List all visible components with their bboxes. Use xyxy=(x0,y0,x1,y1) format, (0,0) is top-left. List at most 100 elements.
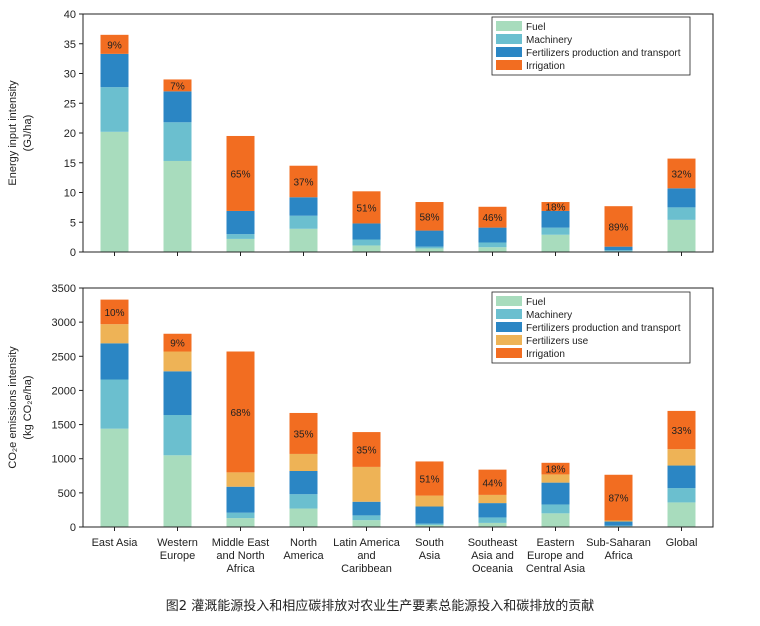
bar-fertilizers-production-and-transport-western-europe xyxy=(163,371,192,416)
legend-swatch-machinery xyxy=(496,309,522,319)
share-label-north-america: 35% xyxy=(293,429,313,440)
bar-fuel-eastern-europe-and-central-asia xyxy=(541,234,570,252)
bar-machinery-south-asia xyxy=(415,523,444,525)
category-label: Southeast xyxy=(468,537,518,549)
bar-fertilizers-production-and-transport-latin-america-and-caribbean xyxy=(352,223,381,240)
category-label: Central Asia xyxy=(526,563,586,575)
bar-fuel-north-america xyxy=(289,228,318,252)
bar-irrigation-eastern-europe-and-central-asia xyxy=(541,462,570,475)
bar-irrigation-southeast-asia-and-oceania xyxy=(478,206,507,228)
y-axis-label: Energy input intensity xyxy=(7,80,19,186)
category-label: Sub-Saharan xyxy=(586,537,651,549)
category-label: Latin America xyxy=(333,537,401,549)
bar-machinery-south-asia xyxy=(415,246,444,249)
bar-fertilizers-use-southeast-asia-and-oceania xyxy=(478,494,507,504)
bar-machinery-north-america xyxy=(289,215,318,229)
bar-fertilizers-use-sub-saharan-africa xyxy=(604,520,633,522)
legend-swatch-fuel xyxy=(496,296,522,306)
category-label: North xyxy=(290,537,317,549)
bar-machinery-middle-east-and-north-africa xyxy=(226,234,255,239)
category-label: Africa xyxy=(226,563,255,575)
share-label-south-asia: 58% xyxy=(419,212,439,223)
bar-fertilizers-production-and-transport-southeast-asia-and-oceania xyxy=(478,503,507,518)
legend-label-machinery: Machinery xyxy=(526,310,572,321)
category-label: Europe and xyxy=(527,550,584,562)
category-label: Africa xyxy=(604,550,633,562)
share-label-east-asia: 10% xyxy=(104,308,124,319)
category-label: South xyxy=(415,537,444,549)
y-tick-label: 5 xyxy=(70,217,76,229)
share-label-east-asia: 9% xyxy=(107,40,122,51)
bar-machinery-middle-east-and-north-africa xyxy=(226,512,255,519)
bar-fuel-latin-america-and-caribbean xyxy=(352,520,381,527)
y-tick-label: 2500 xyxy=(52,351,76,363)
y-tick-label: 15 xyxy=(64,158,76,170)
bar-machinery-eastern-europe-and-central-asia xyxy=(541,227,570,235)
y-tick-label: 0 xyxy=(70,247,76,259)
y-axis-label: CO₂e emissions intensity xyxy=(7,346,19,469)
share-label-middle-east-and-north-africa: 65% xyxy=(230,169,250,180)
legend-label-fertilizers-production-and-transport: Fertilizers production and transport xyxy=(526,48,681,59)
category-label: East Asia xyxy=(92,537,139,549)
share-label-latin-america-and-caribbean: 35% xyxy=(356,445,376,456)
y-tick-label: 30 xyxy=(64,69,76,81)
bar-fertilizers-use-eastern-europe-and-central-asia xyxy=(541,474,570,483)
bar-fertilizers-production-and-transport-eastern-europe-and-central-asia xyxy=(541,210,570,228)
legend-label-irrigation: Irrigation xyxy=(526,349,565,360)
bar-fertilizers-production-and-transport-sub-saharan-africa xyxy=(604,246,633,251)
bar-fertilizers-use-global xyxy=(667,449,696,466)
y-tick-label: 35 xyxy=(64,39,76,51)
y-tick-label: 1500 xyxy=(52,420,76,432)
bar-irrigation-east-asia xyxy=(100,299,129,325)
bar-fertilizers-use-middle-east-and-north-africa xyxy=(226,472,255,487)
category-label: Western xyxy=(157,537,198,549)
share-label-southeast-asia-and-oceania: 44% xyxy=(482,478,502,489)
bar-machinery-sub-saharan-africa xyxy=(604,525,633,527)
bar-irrigation-western-europe xyxy=(163,333,192,352)
plot-frame xyxy=(82,13,714,253)
legend-label-machinery: Machinery xyxy=(526,35,572,46)
legend-swatch-fertilizers-use xyxy=(496,335,522,345)
bar-fuel-western-europe xyxy=(163,455,192,527)
bar-fertilizers-use-south-asia xyxy=(415,495,444,507)
share-label-sub-saharan-africa: 89% xyxy=(608,222,628,233)
bar-irrigation-western-europe xyxy=(163,79,192,92)
bar-machinery-east-asia xyxy=(100,379,129,429)
bar-machinery-western-europe xyxy=(163,122,192,161)
bar-irrigation-middle-east-and-north-africa xyxy=(226,135,255,211)
legend-swatch-irrigation xyxy=(496,60,522,70)
legend-swatch-machinery xyxy=(496,34,522,44)
legend-label-fertilizers-use: Fertilizers use xyxy=(526,336,589,347)
y-tick-label: 3500 xyxy=(52,283,76,295)
y-tick-label: 40 xyxy=(64,9,76,21)
legend-box xyxy=(491,291,691,364)
bar-machinery-latin-america-and-caribbean xyxy=(352,515,381,521)
bar-fertilizers-production-and-transport-north-america xyxy=(289,197,318,216)
bar-fertilizers-use-latin-america-and-caribbean xyxy=(352,466,381,502)
bar-irrigation-latin-america-and-caribbean xyxy=(352,432,381,467)
bar-irrigation-north-america xyxy=(289,165,318,198)
bar-fertilizers-use-east-asia xyxy=(100,324,129,344)
bar-irrigation-eastern-europe-and-central-asia xyxy=(541,202,570,211)
bar-machinery-east-asia xyxy=(100,87,129,132)
bar-irrigation-latin-america-and-caribbean xyxy=(352,191,381,224)
category-label: America xyxy=(283,550,324,562)
bar-fertilizers-use-north-america xyxy=(289,453,318,472)
bar-fuel-south-asia xyxy=(415,248,444,252)
bar-fertilizers-production-and-transport-global xyxy=(667,188,696,208)
y-tick-label: 10 xyxy=(64,188,76,200)
bar-machinery-southeast-asia-and-oceania xyxy=(478,242,507,248)
emissions-chart: 0 500 1000 1500 2000 2500 3000 3500 CO₂e emissio… xyxy=(7,283,714,575)
share-label-south-asia: 51% xyxy=(419,475,439,486)
bar-fertilizers-production-and-transport-south-asia xyxy=(415,506,444,524)
y-axis-label: (GJ/ha) xyxy=(22,115,34,152)
bar-machinery-southeast-asia-and-oceania xyxy=(478,517,507,523)
bar-irrigation-east-asia xyxy=(100,34,129,54)
energy-chart: 0 5 10 15 20 25 30 35 40 Energy input intensity (G… xyxy=(7,9,714,259)
bar-fuel-latin-america-and-caribbean xyxy=(352,245,381,252)
legend-label-fertilizers-production-and-transport: Fertilizers production and transport xyxy=(526,323,681,334)
share-label-global: 33% xyxy=(671,426,691,437)
legend-swatch-fertilizers-production-and-transport xyxy=(496,322,522,332)
y-tick-label: 0 xyxy=(70,522,76,534)
bar-fertilizers-production-and-transport-latin-america-and-caribbean xyxy=(352,501,381,516)
